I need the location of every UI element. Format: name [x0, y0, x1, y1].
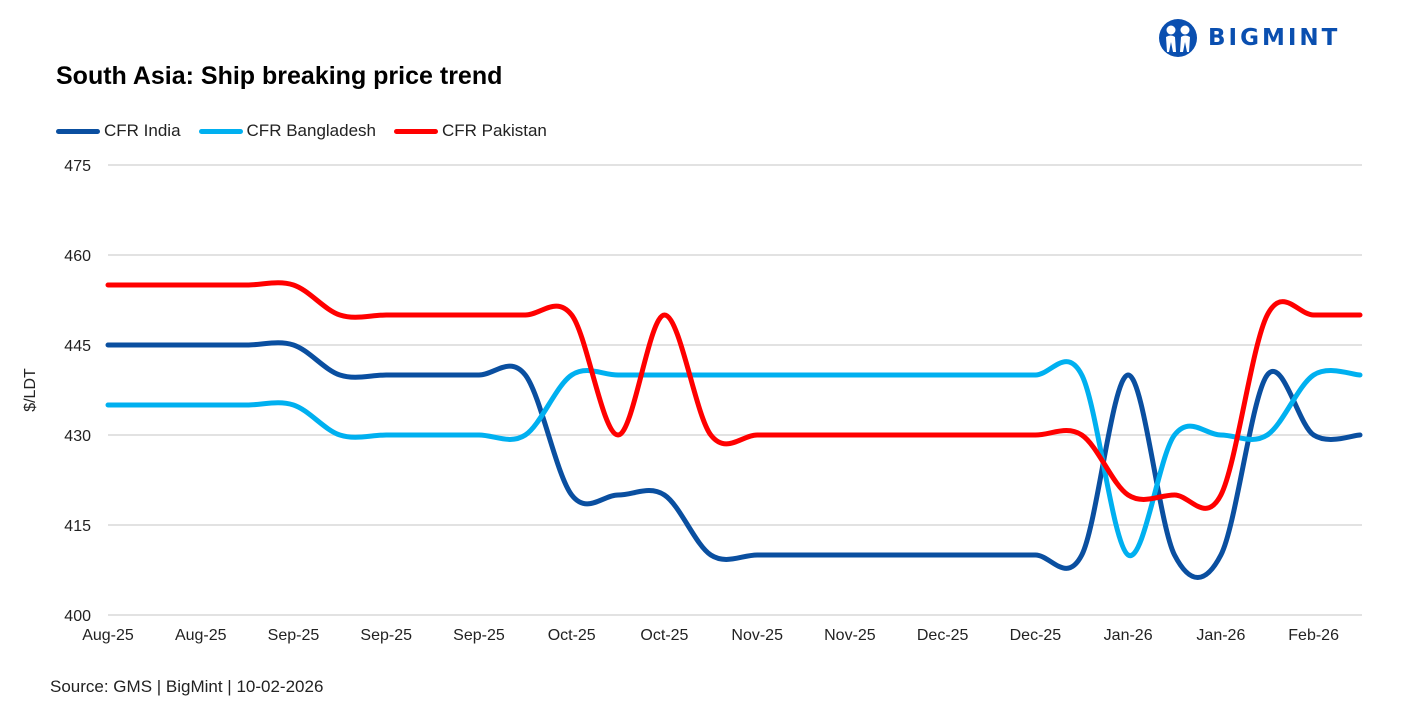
legend-swatch	[198, 128, 243, 134]
logo-text: BIGMINT	[1208, 25, 1341, 51]
series-line-cfr-pakistan	[105, 280, 1363, 511]
logo-icon	[1159, 19, 1197, 57]
y-tick-label: 445	[64, 338, 91, 355]
y-tick-label: 415	[64, 518, 91, 535]
x-tick-label: Sep-25	[268, 627, 320, 644]
x-tick-label: Aug-25	[82, 627, 134, 644]
y-tick-label: 400	[64, 608, 91, 625]
series-line-cfr-bangladesh	[105, 359, 1363, 558]
legend-item-pakistan: CFR Pakistan	[394, 121, 547, 141]
x-tick-label: Sep-25	[453, 627, 505, 644]
x-tick-label: Aug-25	[175, 627, 227, 644]
series-line-cfr-india	[105, 340, 1363, 580]
x-tick-label: Nov-25	[731, 627, 783, 644]
legend-label: CFR Bangladesh	[246, 121, 376, 140]
y-tick-label: 475	[64, 158, 91, 175]
x-tick-label: Sep-25	[360, 627, 412, 644]
x-tick-label: Dec-25	[1010, 627, 1062, 644]
legend-item-bangladesh: CFR Bangladesh	[198, 121, 376, 141]
source-note: Source: GMS | BigMint | 10-02-2026	[50, 677, 324, 696]
x-tick-label: Dec-25	[917, 627, 969, 644]
y-tick-label: 430	[64, 428, 91, 445]
x-tick-label: Oct-25	[548, 627, 596, 644]
legend-swatch	[56, 128, 100, 134]
bigmint-logo: BIGMINT	[1158, 18, 1340, 58]
legend-item-india: CFR India	[56, 121, 181, 141]
x-tick-label: Jan-26	[1104, 627, 1153, 644]
chart-legend: CFR India CFR Bangladesh CFR Pakistan	[56, 121, 565, 141]
x-tick-label: Feb-26	[1288, 627, 1339, 644]
legend-label: CFR India	[104, 121, 181, 140]
x-tick-label: Nov-25	[824, 627, 876, 644]
chart-title: South Asia: Ship breaking price trend	[56, 62, 503, 90]
y-axis-label: $/LDT	[22, 368, 39, 412]
x-tick-label: Jan-26	[1196, 627, 1245, 644]
y-tick-label: 460	[64, 248, 91, 265]
legend-label: CFR Pakistan	[442, 121, 547, 140]
x-tick-label: Oct-25	[640, 627, 688, 644]
legend-swatch	[394, 128, 438, 134]
